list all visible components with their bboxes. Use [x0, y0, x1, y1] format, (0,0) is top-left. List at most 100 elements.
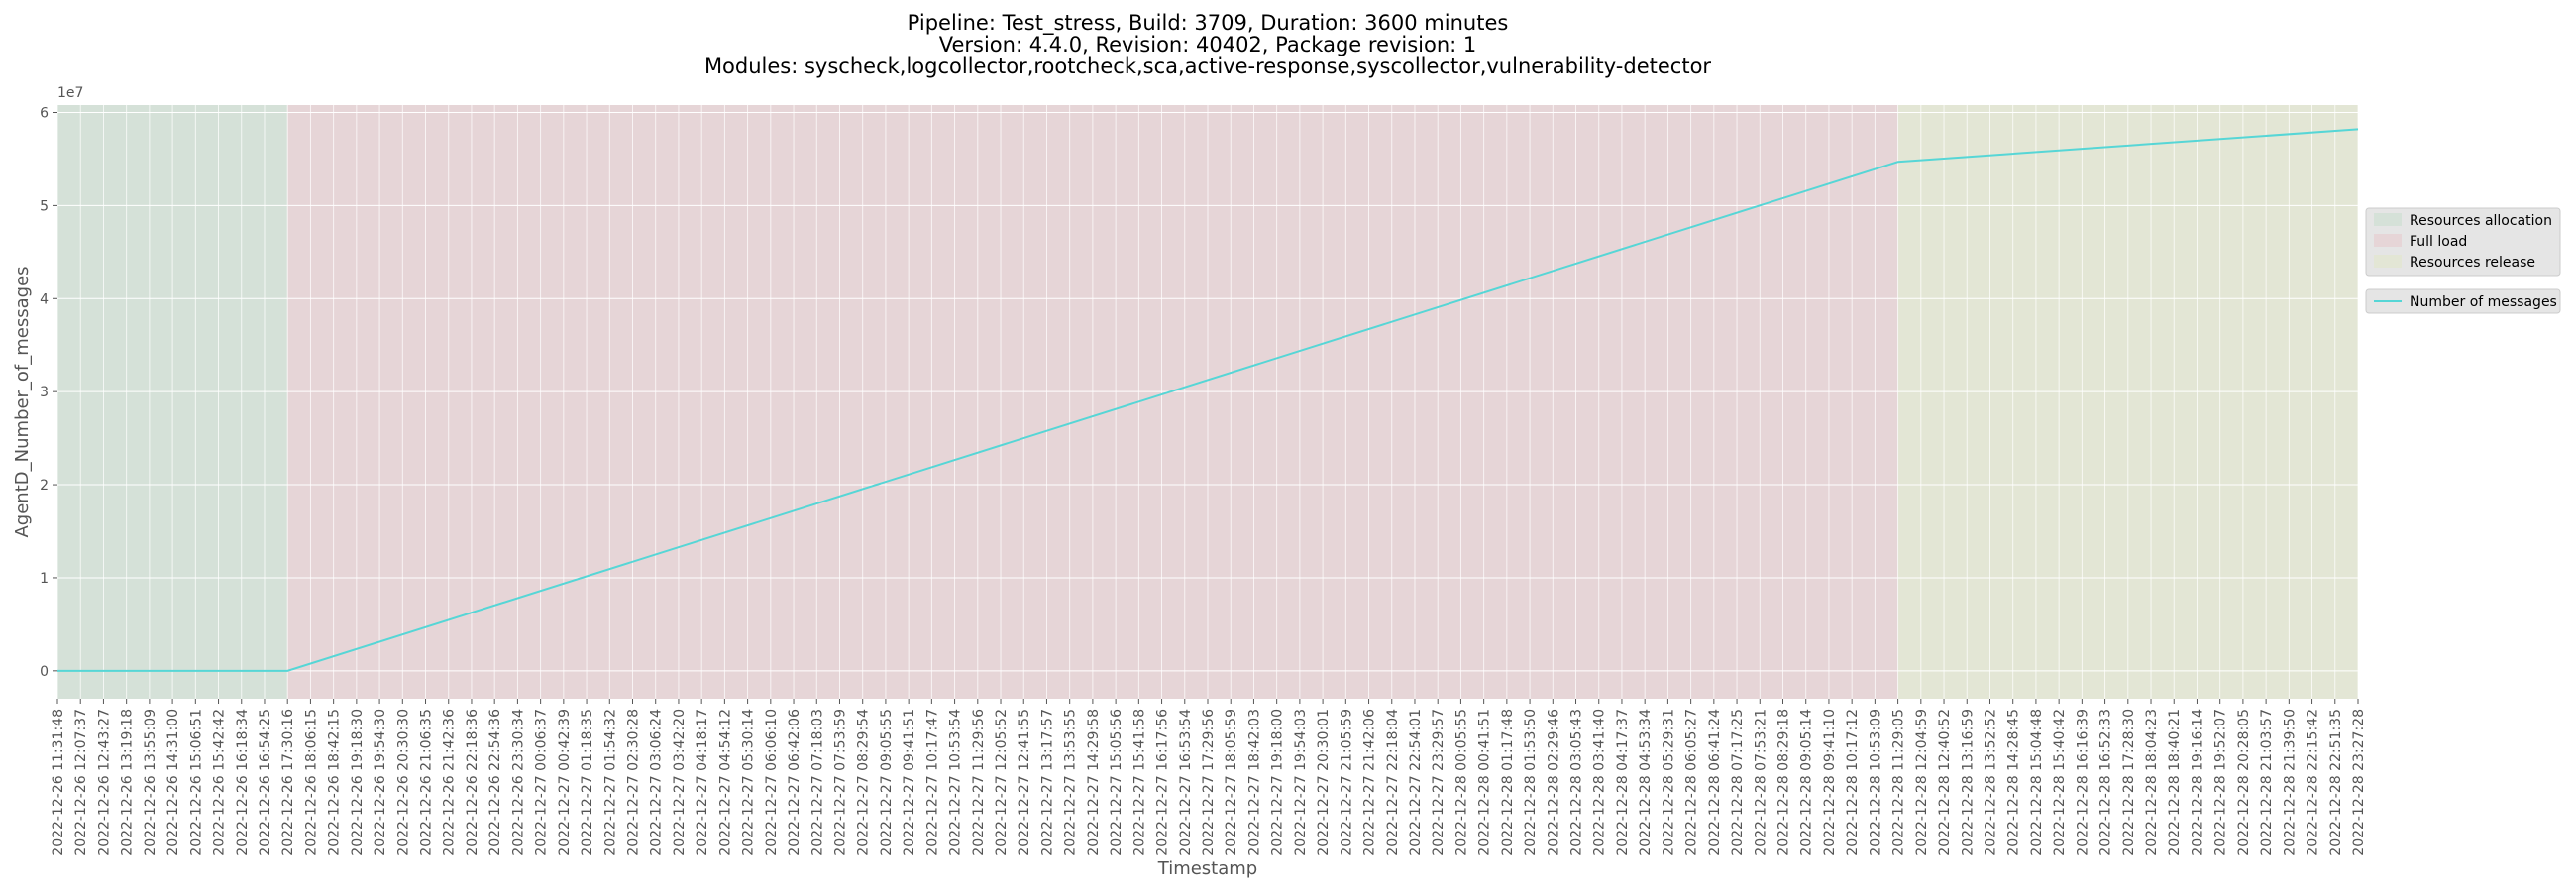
x-tick-label: 2022-12-28 06:05:27 [1684, 709, 1700, 856]
x-tick-label: 2022-12-26 20:30:30 [395, 709, 411, 856]
x-tick-label: 2022-12-28 07:17:25 [1730, 709, 1746, 856]
x-tick-label: 2022-12-27 04:18:17 [695, 709, 710, 856]
x-tick-label: 2022-12-28 11:29:05 [1891, 709, 1907, 856]
legend-label: Resources release [2410, 255, 2535, 271]
legend-box-series [2365, 288, 2561, 314]
x-tick-label: 2022-12-27 18:05:59 [1224, 709, 1239, 856]
y-axis-ticks: 0 1 2 3 4 5 6 [40, 106, 57, 680]
x-tick-label: 2022-12-28 22:15:42 [2306, 709, 2321, 856]
x-tick-label: 2022-12-28 22:51:35 [2328, 709, 2344, 856]
x-axis-label: Timestamp [1157, 858, 1257, 879]
x-tick-label: 2022-12-28 04:53:34 [1638, 709, 1654, 856]
y-tick-label: 0 [40, 664, 49, 680]
x-tick-label: 2022-12-27 10:53:54 [948, 709, 964, 856]
x-tick-label: 2022-12-27 11:29:56 [971, 709, 987, 856]
x-tick-label: 2022-12-27 07:53:59 [832, 709, 848, 856]
x-tick-label: 2022-12-28 03:41:40 [1592, 709, 1608, 856]
x-tick-label: 2022-12-27 00:06:37 [534, 709, 550, 856]
x-tick-label: 2022-12-27 01:18:35 [580, 709, 595, 856]
legend-label: Resources allocation [2410, 213, 2552, 229]
x-tick-label: 2022-12-27 03:06:24 [649, 709, 665, 856]
x-tick-label: 2022-12-27 17:29:56 [1201, 709, 1217, 856]
x-tick-label: 2022-12-27 15:41:58 [1131, 709, 1147, 856]
x-tick-label: 2022-12-26 18:42:15 [327, 709, 343, 856]
legend: Resources allocation Full load Resources r… [2365, 207, 2561, 314]
x-tick-label: 2022-12-26 23:30:34 [510, 709, 526, 856]
x-tick-label: 2022-12-26 12:43:27 [96, 709, 112, 856]
x-tick-label: 2022-12-27 12:05:52 [994, 709, 1010, 856]
x-tick-label: 2022-12-27 15:05:56 [1109, 709, 1125, 856]
y-tick-label: 5 [40, 198, 49, 214]
chart-title-line-2: Version: 4.4.0, Revision: 40402, Package… [939, 33, 1477, 56]
x-tick-label: 2022-12-27 14:29:58 [1086, 709, 1102, 856]
x-tick-label: 2022-12-26 13:55:09 [143, 709, 159, 856]
x-tick-label: 2022-12-28 01:53:50 [1523, 709, 1539, 856]
x-tick-label: 2022-12-28 00:41:51 [1477, 709, 1493, 856]
x-tick-label: 2022-12-27 02:30:28 [626, 709, 642, 856]
x-tick-label: 2022-12-28 09:41:10 [1822, 709, 1838, 856]
x-tick-label: 2022-12-28 15:04:48 [2029, 709, 2045, 856]
x-tick-label: 2022-12-28 16:16:39 [2075, 709, 2091, 856]
x-tick-label: 2022-12-27 16:53:54 [1178, 709, 1194, 856]
x-tick-label: 2022-12-27 22:54:01 [1408, 709, 1424, 856]
grid-lines [56, 105, 2359, 699]
x-tick-label: 2022-12-27 23:29:57 [1431, 709, 1447, 856]
x-tick-label: 2022-12-28 07:53:21 [1753, 709, 1769, 856]
x-tick-label: 2022-12-27 09:41:51 [902, 709, 917, 856]
x-tick-label: 2022-12-28 18:04:23 [2144, 709, 2160, 856]
x-tick-label: 2022-12-27 07:18:03 [809, 709, 825, 856]
legend-label: Full load [2410, 234, 2467, 250]
legend-box-phases [2365, 207, 2561, 277]
x-tick-label: 2022-12-28 15:40:42 [2052, 709, 2068, 856]
x-tick-label: 2022-12-28 10:53:09 [1868, 709, 1883, 856]
legend-swatch [2374, 213, 2402, 226]
chart-title: Pipeline: Test_stress, Build: 3709, Dura… [704, 11, 1711, 78]
series-line-number-of-messages [57, 128, 2359, 672]
x-tick-label: 2022-12-27 21:42:06 [1362, 709, 1378, 856]
chart-title-line-3: Modules: syscheck,logcollector,rootcheck… [704, 55, 1711, 78]
x-tick-label: 2022-12-26 22:18:36 [465, 709, 481, 856]
x-tick-label: 2022-12-27 16:17:56 [1155, 709, 1171, 856]
x-tick-label: 2022-12-26 19:54:30 [373, 709, 388, 856]
x-tick-label: 2022-12-28 21:39:50 [2282, 709, 2298, 856]
x-tick-label: 2022-12-28 16:52:33 [2098, 709, 2114, 856]
x-axis-ticks: 2022-12-26 11:31:48 2022-12-26 12:07:37 20… [51, 699, 2367, 856]
x-tick-label: 2022-12-28 19:52:07 [2213, 709, 2229, 856]
x-tick-label: 2022-12-26 18:06:15 [303, 709, 319, 856]
y-offset-label: 1e7 [57, 85, 83, 101]
x-tick-label: 2022-12-27 06:06:10 [764, 709, 780, 856]
x-tick-label: 2022-12-27 10:17:47 [924, 709, 940, 856]
x-tick-label: 2022-12-26 17:30:16 [280, 709, 296, 856]
x-tick-label: 2022-12-28 06:41:24 [1707, 709, 1723, 856]
x-tick-label: 2022-12-28 03:05:43 [1569, 709, 1585, 856]
y-axis-label: AgentD_Number_of_messages [12, 266, 33, 537]
x-tick-label: 2022-12-28 05:29:31 [1661, 709, 1676, 856]
x-tick-label: 2022-12-27 08:29:54 [856, 709, 872, 856]
x-tick-label: 2022-12-28 14:28:45 [2006, 709, 2022, 856]
x-tick-label: 2022-12-27 22:18:04 [1385, 709, 1401, 856]
x-tick-label: 2022-12-27 01:54:32 [602, 709, 618, 856]
x-tick-label: 2022-12-26 21:42:36 [442, 709, 458, 856]
x-tick-label: 2022-12-27 03:42:20 [672, 709, 688, 856]
x-tick-label: 2022-12-27 12:41:55 [1017, 709, 1032, 856]
x-tick-label: 2022-12-28 10:17:12 [1845, 709, 1861, 856]
chart-title-line-1: Pipeline: Test_stress, Build: 3709, Dura… [908, 11, 1509, 36]
x-tick-label: 2022-12-26 21:06:35 [419, 709, 435, 856]
x-tick-label: 2022-12-28 13:16:59 [1960, 709, 1976, 856]
x-tick-label: 2022-12-26 22:54:36 [487, 709, 503, 856]
x-tick-label: 2022-12-26 19:18:30 [350, 709, 366, 856]
x-tick-label: 2022-12-27 13:53:55 [1063, 709, 1079, 856]
y-tick-label: 1 [40, 571, 49, 587]
y-tick-label: 6 [40, 106, 49, 122]
x-tick-label: 2022-12-27 06:42:06 [787, 709, 803, 856]
x-tick-label: 2022-12-27 20:30:01 [1316, 709, 1332, 856]
x-tick-label: 2022-12-26 16:18:34 [235, 709, 251, 856]
x-tick-label: 2022-12-26 13:19:18 [120, 709, 136, 856]
x-tick-label: 2022-12-28 21:03:57 [2259, 709, 2275, 856]
x-tick-label: 2022-12-28 19:16:14 [2190, 709, 2205, 856]
x-tick-label: 2022-12-27 19:54:03 [1293, 709, 1309, 856]
x-tick-label: 2022-12-27 13:17:57 [1039, 709, 1055, 856]
x-tick-label: 2022-12-27 21:05:59 [1339, 709, 1354, 856]
x-tick-label: 2022-12-28 00:05:55 [1453, 709, 1469, 856]
